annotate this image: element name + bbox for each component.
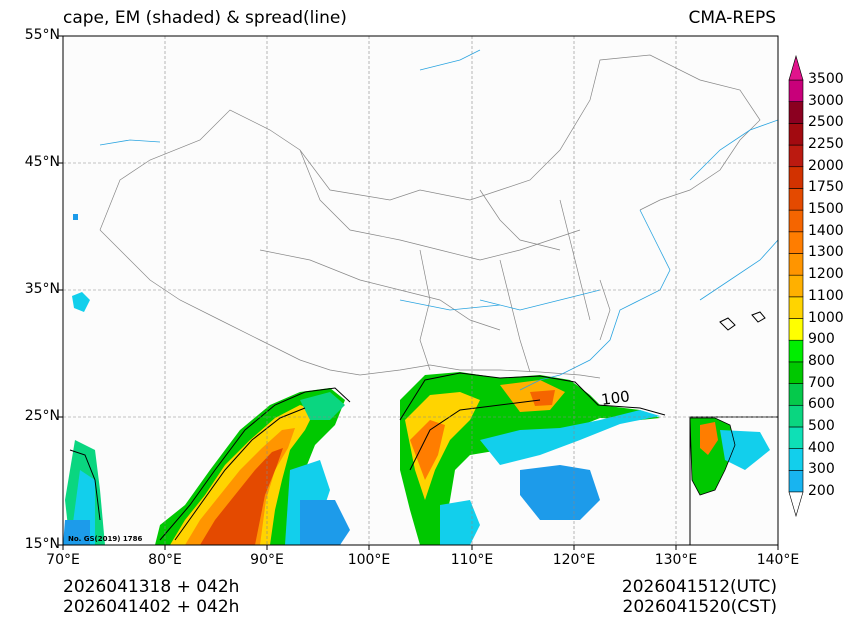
colorbar-label: 1300	[808, 244, 844, 261]
map-credit: No. GS(2019) 1786	[68, 535, 143, 543]
south-china-sea-inset	[689, 416, 778, 545]
axis-ticks	[58, 35, 779, 550]
colorbar-label: 1000	[808, 309, 844, 326]
lat-label: 55°N	[24, 27, 60, 43]
colorbar-label: 2000	[808, 157, 844, 174]
colorbar-segment	[788, 253, 804, 276]
lon-label: 80°E	[148, 552, 182, 568]
cape-shading-bay-of-bengal	[63, 388, 350, 545]
lon-label: 90°E	[250, 552, 284, 568]
colorbar-label: 500	[808, 417, 835, 434]
colorbar-segment	[788, 144, 804, 168]
model-name: CMA-REPS	[688, 8, 776, 28]
colorbar-segment	[788, 209, 804, 233]
init-utc: 2026041318 + 042h	[63, 577, 240, 597]
init-times: 2026041318 + 042h 2026041402 + 042h	[63, 577, 239, 617]
gridlines	[63, 36, 778, 545]
colorbar-label: 1400	[808, 222, 844, 239]
lon-label: 120°E	[552, 552, 596, 568]
colorbar-segment	[788, 79, 804, 102]
colorbar-label: 200	[808, 483, 835, 499]
colorbar-segment	[788, 404, 804, 428]
colorbar-label: 1100	[808, 287, 844, 304]
colorbar-label: 3000	[808, 92, 844, 109]
colorbar-segment	[788, 188, 804, 211]
colorbar	[788, 54, 804, 518]
colorbar-segment	[788, 296, 804, 319]
colorbar-label: 800	[808, 352, 835, 369]
spread-contours	[69, 311, 766, 541]
colorbar-label: 1750	[808, 179, 844, 196]
colorbar-label: 1200	[808, 266, 844, 283]
colorbar-segment	[788, 470, 804, 493]
lon-label: 70°E	[46, 552, 80, 568]
colorbar-segment	[788, 231, 804, 254]
colorbar-segment	[788, 318, 804, 341]
colorbar-segment	[788, 448, 804, 471]
coastlines	[99, 49, 778, 391]
lon-label: 130°E	[654, 552, 698, 568]
lat-label: 15°N	[24, 536, 60, 552]
colorbar-segment	[788, 339, 804, 363]
colorbar-segment	[788, 426, 804, 449]
lon-label: 140°E	[756, 552, 800, 568]
lat-label: 45°N	[24, 154, 60, 170]
colorbar-segment	[788, 383, 804, 406]
colorbar-extend-top	[788, 54, 804, 81]
colorbar-segment	[788, 166, 804, 189]
colorbar-label: 300	[808, 461, 835, 478]
colorbar-label: 3500	[808, 71, 844, 87]
colorbar-label: 900	[808, 331, 835, 348]
colorbar-label: 1500	[808, 201, 844, 218]
colorbar-segment	[788, 361, 804, 384]
colorbar-segment	[788, 123, 804, 146]
cape-shading-south-china	[400, 372, 660, 545]
colorbar-label: 700	[808, 374, 835, 391]
colorbar-label: 2500	[808, 114, 844, 131]
cape-shading-small-west	[72, 292, 90, 312]
colorbar-label: 2250	[808, 136, 844, 153]
init-cst: 2026041402 + 042h	[63, 597, 240, 617]
colorbar-extend-bottom	[788, 491, 804, 518]
lat-label: 35°N	[24, 281, 60, 297]
lon-label: 110°E	[450, 552, 494, 568]
colorbar-segment	[788, 274, 804, 298]
valid-times: 2026041512(UTC) 2026041520(CST)	[622, 577, 777, 617]
colorbar-label: 400	[808, 439, 835, 456]
contour-label: 100	[600, 387, 631, 409]
colorbar-label: 600	[808, 396, 835, 413]
colorbar-segment	[788, 101, 804, 124]
valid-utc: 2026041512(UTC)	[621, 577, 777, 597]
valid-cst: 2026041520(CST)	[622, 597, 777, 617]
lat-label: 25°N	[24, 408, 60, 424]
cape-shading-dot	[73, 214, 78, 220]
lon-label: 100°E	[347, 552, 391, 568]
chart-title: cape, EM (shaded) & spread(line)	[63, 8, 347, 28]
